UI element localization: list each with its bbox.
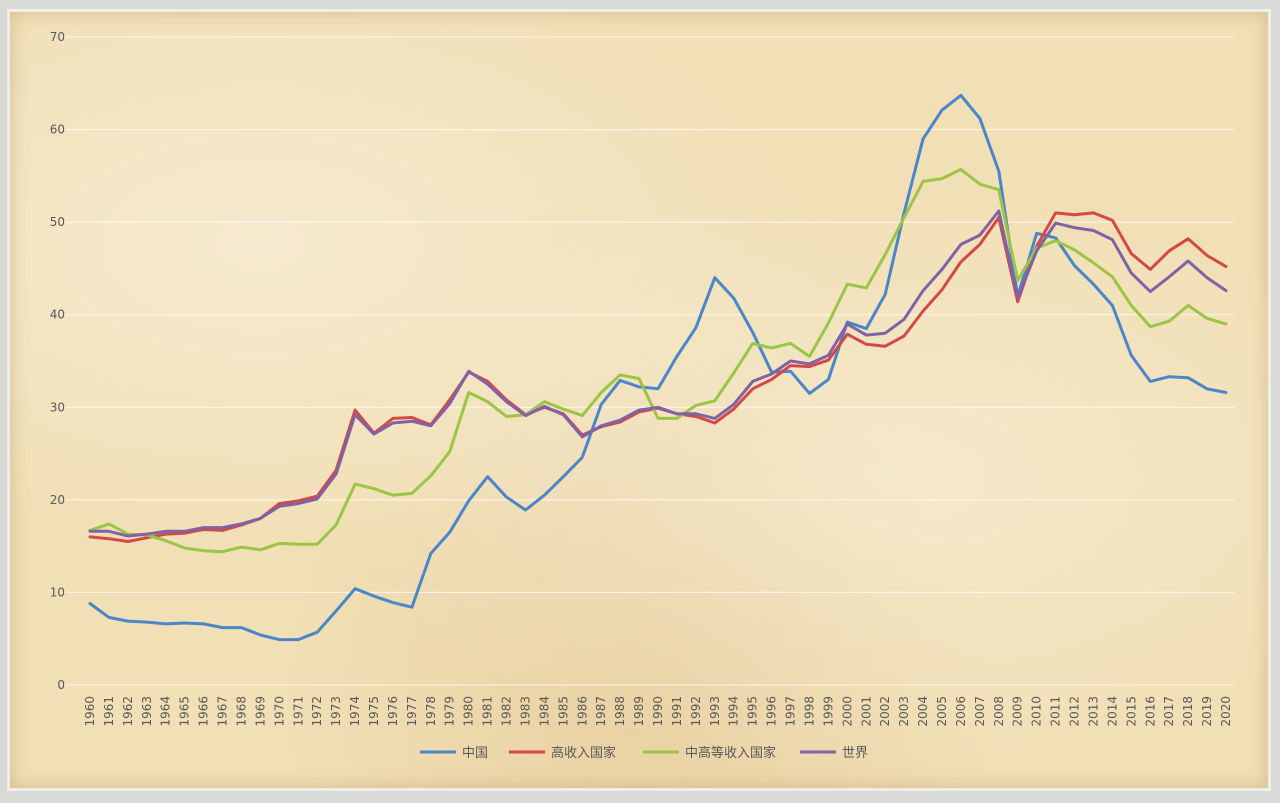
series-line-3: [88, 209, 1228, 538]
y-tick-label: 50: [50, 215, 65, 229]
x-tick-label: 2017: [1162, 696, 1176, 727]
x-tick-label: 1983: [518, 696, 532, 727]
x-tick-label: 1981: [481, 696, 495, 727]
legend-label-1: 高收入国家: [551, 745, 616, 761]
x-tick-label: 1978: [424, 696, 438, 727]
x-axis: 1960 1961 1962 1963 1964 1965 1966 1967 1968 1969…: [83, 696, 1233, 727]
x-tick-label: 1991: [670, 696, 684, 727]
x-tick-label: 2020: [1219, 696, 1233, 727]
x-tick-label: 1994: [727, 696, 741, 727]
x-tick-label: 1970: [272, 696, 286, 727]
y-tick-label: 0: [57, 678, 65, 692]
series-line-2: [88, 167, 1228, 554]
x-tick-label: 1962: [121, 696, 135, 727]
y-axis: 0 10 20 30 40 50 60 70: [50, 30, 65, 692]
x-tick-label: 1965: [178, 696, 192, 727]
x-tick-label: 1960: [83, 696, 97, 727]
x-tick-label: 1973: [329, 696, 343, 727]
x-tick-label: 1984: [537, 696, 551, 727]
x-tick-label: 1972: [310, 696, 324, 727]
legend: 中国 高收入国家 中高等收入国家 世界: [420, 745, 868, 761]
x-tick-label: 2002: [878, 696, 892, 727]
y-tick-label: 70: [50, 30, 65, 44]
y-tick-label: 40: [50, 308, 65, 322]
series-lines: [88, 93, 1228, 642]
y-tick-label: 20: [50, 493, 65, 507]
x-tick-label: 1982: [500, 696, 514, 727]
x-tick-label: 2001: [859, 696, 873, 727]
x-tick-label: 1985: [556, 696, 570, 727]
x-tick-label: 1966: [197, 696, 211, 727]
x-tick-label: 2006: [954, 696, 968, 727]
chart-frame: [10, 12, 1268, 788]
x-tick-label: 1987: [594, 696, 608, 727]
series-line-0: [88, 93, 1228, 642]
x-tick-label: 1975: [367, 696, 381, 727]
series-line-1: [88, 211, 1228, 543]
x-tick-label: 1988: [613, 696, 627, 727]
x-tick-label: 1999: [821, 696, 835, 727]
x-tick-label: 2000: [840, 696, 854, 727]
x-tick-label: 2013: [1086, 696, 1100, 727]
x-tick-label: 2014: [1105, 696, 1119, 727]
x-tick-label: 1968: [234, 696, 248, 727]
legend-label-2: 中高等收入国家: [685, 745, 776, 761]
x-tick-label: 1964: [159, 696, 173, 727]
x-tick-label: 1961: [102, 696, 116, 727]
x-tick-label: 1997: [784, 696, 798, 727]
y-tick-label: 30: [50, 400, 65, 414]
x-tick-label: 1974: [348, 696, 362, 727]
x-tick-label: 2016: [1143, 696, 1157, 727]
x-tick-label: 1996: [765, 696, 779, 727]
x-tick-label: 2015: [1124, 696, 1138, 727]
x-tick-label: 1976: [386, 696, 400, 727]
y-tick-label: 60: [50, 123, 65, 137]
x-tick-label: 2003: [897, 696, 911, 727]
x-tick-label: 1967: [216, 696, 230, 727]
x-tick-label: 2010: [1030, 696, 1044, 727]
x-tick-label: 2008: [992, 696, 1006, 727]
x-tick-label: 2004: [916, 696, 930, 727]
grid-lines: [62, 36, 1234, 686]
x-tick-label: 2011: [1049, 696, 1063, 727]
x-tick-label: 1977: [405, 696, 419, 727]
x-tick-label: 1979: [443, 696, 457, 727]
x-tick-label: 2005: [935, 696, 949, 727]
x-tick-label: 1971: [291, 696, 305, 727]
x-tick-label: 2012: [1068, 696, 1082, 727]
x-tick-label: 1990: [651, 696, 665, 727]
x-tick-label: 1963: [140, 696, 154, 727]
x-tick-label: 1993: [708, 696, 722, 727]
x-tick-label: 2009: [1011, 696, 1025, 727]
x-tick-label: 1969: [253, 696, 267, 727]
x-tick-label: 2007: [973, 696, 987, 727]
legend-label-0: 中国: [462, 746, 488, 761]
x-tick-label: 1998: [802, 696, 816, 727]
x-tick-label: 1992: [689, 696, 703, 727]
x-tick-label: 1989: [632, 696, 646, 727]
x-tick-label: 2019: [1200, 696, 1214, 727]
legend-label-3: 世界: [842, 746, 868, 761]
x-tick-label: 2018: [1181, 696, 1195, 727]
x-tick-label: 1986: [575, 696, 589, 727]
y-tick-label: 10: [50, 585, 65, 599]
x-tick-label: 1980: [462, 696, 476, 727]
x-tick-label: 1995: [746, 696, 760, 727]
